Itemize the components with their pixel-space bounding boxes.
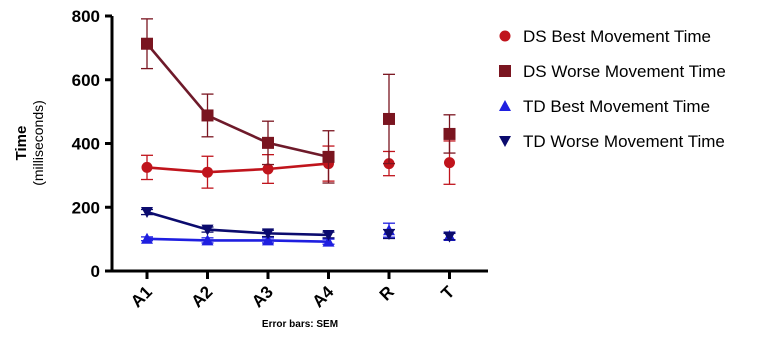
legend: DS Best Movement Time DS Worse Movement T… [499,27,726,151]
x-tick-label: A2 [188,282,217,311]
x-tick-label: R [376,282,398,304]
data-point [202,109,214,121]
legend-label: DS Best Movement Time [523,27,711,46]
x-ticks: A1 A2 A3 A4 R T [127,271,459,311]
x-tick-label: A1 [127,282,156,311]
y-tick-label: 800 [72,7,100,26]
y-tick-label: 200 [72,198,100,217]
y-axis-subtitle: (milliseconds) [30,100,46,186]
data-point [323,151,335,163]
error-bars-footnote: Error bars: SEM [262,319,338,330]
data-point [262,137,274,149]
data-point [383,113,395,125]
legend-marker [499,65,511,77]
legend-label: DS Worse Movement Time [523,62,726,81]
y-tick-label: 600 [72,71,100,90]
x-tick-label: A4 [309,282,338,311]
legend-marker [500,31,511,42]
data-point [444,128,456,140]
plot-series [141,19,456,247]
data-point [444,157,455,168]
data-point [142,162,153,173]
y-tick-label: 400 [72,135,100,154]
legend-label: TD Best Movement Time [523,97,710,116]
series-1 [141,19,456,183]
y-axis-title: Time [13,126,30,161]
legend-marker [499,100,511,111]
y-ticks: 0 200 400 600 800 [72,7,112,281]
legend-label: TD Worse Movement Time [523,132,725,151]
series-3 [141,207,456,243]
series-0 [141,141,456,188]
data-point [141,38,153,50]
series-line [147,212,329,235]
legend-marker [499,136,511,147]
series-line [147,239,329,242]
data-point [202,167,213,178]
y-tick-label: 0 [91,262,100,281]
series-line [147,164,329,173]
series-line [147,44,329,157]
x-tick-label: A3 [248,282,277,311]
x-tick-label: T [438,282,459,303]
